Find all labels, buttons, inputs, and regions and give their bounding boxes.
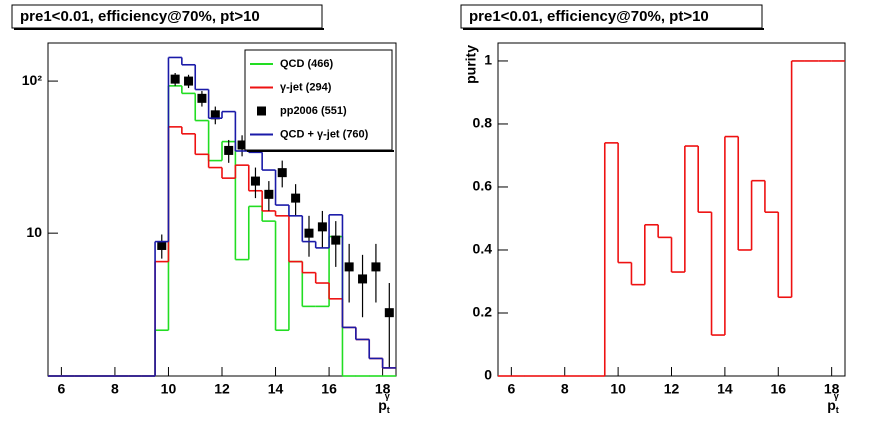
panel: pre1<0.01, efficiency@70%, pt>106 8 10 12 14…	[460, 4, 846, 415]
y-axis-label: purity	[463, 45, 479, 84]
chart-title: pre1<0.01, efficiency@70%, pt>10	[20, 8, 260, 25]
x-label-sup: γ	[834, 391, 839, 401]
y-tick-label: 0.4	[473, 241, 493, 257]
data-point	[250, 176, 260, 186]
x-tick-label: 8	[111, 381, 119, 397]
x-tick-label: 16	[321, 381, 337, 397]
legend-box	[244, 49, 393, 151]
x-axis-label: ptγ	[378, 391, 390, 415]
x-tick-label: 6	[57, 381, 65, 397]
x-label-base: p	[827, 397, 836, 413]
x-tick-label: 8	[561, 381, 569, 397]
data-point	[184, 76, 194, 86]
x-tick-label: 6	[507, 381, 515, 397]
data-point	[331, 235, 341, 245]
data-point	[384, 308, 394, 318]
title-shadow	[463, 28, 764, 30]
legend-label: γ-jet (294)	[280, 81, 332, 93]
data-point	[224, 145, 234, 155]
data-point	[304, 228, 314, 238]
legend-marker	[257, 106, 266, 116]
legend-label: QCD (466)	[280, 58, 334, 70]
legend-shadow	[247, 150, 394, 152]
data-point	[157, 240, 167, 250]
y-tick-label: 0	[484, 367, 492, 383]
x-tick-label: 12	[214, 381, 230, 397]
x-tick-label: 18	[824, 381, 840, 397]
y-tick-label: 1	[484, 52, 492, 68]
y-tick-label: 0.2	[473, 304, 493, 320]
data-point	[358, 274, 368, 284]
data-point	[210, 110, 220, 120]
x-tick-label: 18	[375, 381, 391, 397]
y-tick-label: 10	[26, 224, 42, 240]
x-label-sub: t	[387, 405, 390, 415]
legend-label: QCD + γ-jet (760)	[280, 128, 369, 140]
data-point	[371, 262, 381, 272]
x-tick-label: 14	[717, 381, 733, 397]
data-point	[317, 222, 327, 232]
x-tick-label: 16	[770, 381, 786, 397]
legend-label: pp2006 (551)	[280, 105, 347, 117]
data-point	[344, 262, 354, 272]
x-tick-label: 10	[610, 381, 626, 397]
chart-title: pre1<0.01, efficiency@70%, pt>10	[469, 8, 709, 25]
x-label-sub: t	[836, 405, 839, 415]
data-point	[197, 93, 207, 103]
x-axis-label: ptγ	[827, 391, 839, 415]
title-shadow	[14, 28, 324, 30]
x-label-sup: γ	[385, 391, 390, 401]
y-tick-label: 0.8	[473, 115, 493, 131]
x-tick-label: 14	[268, 381, 284, 397]
data-point	[237, 140, 247, 150]
x-tick-label: 12	[664, 381, 680, 397]
panel: pre1<0.01, efficiency@70%, pt>10 6 8 10 12 14…	[11, 4, 397, 415]
data-point	[277, 168, 287, 178]
data-point	[291, 193, 301, 203]
data-point	[170, 74, 180, 84]
x-label-base: p	[378, 397, 387, 413]
data-point	[264, 189, 274, 199]
y-tick-label: 10²	[22, 72, 43, 88]
x-tick-label: 10	[161, 381, 177, 397]
y-tick-label: 0.6	[473, 178, 493, 194]
plot-frame	[497, 42, 846, 377]
